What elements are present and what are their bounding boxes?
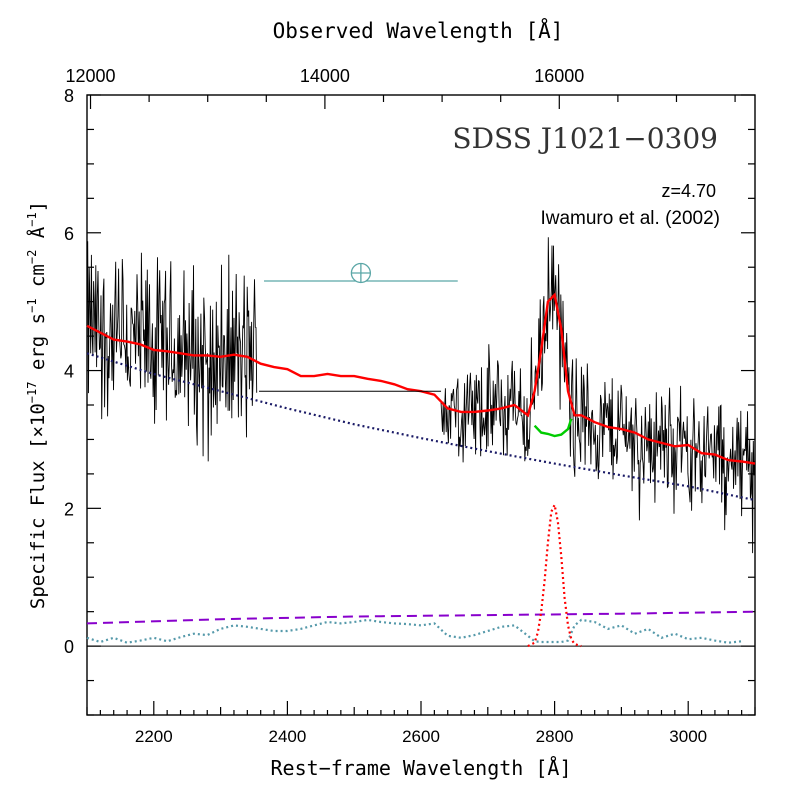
x-tick-labels: 2200 2400 2600 2800 3000	[135, 727, 707, 746]
y-tick-labels: 0 2 4 6 8	[64, 86, 74, 657]
top-tick-label: 16000	[534, 66, 584, 86]
axis-ticks	[86, 94, 756, 716]
observed-spectrum-segment-1	[440, 237, 756, 554]
x-tick-label: 3000	[669, 727, 707, 746]
chart-title: SDSS J1021−0309	[452, 122, 718, 155]
power-law-continuum	[86, 352, 756, 502]
atmospheric-gap	[259, 262, 458, 392]
continuum-under-line	[533, 418, 573, 438]
top-tick-label: 14000	[300, 66, 350, 86]
x-tick-label: 2400	[268, 727, 306, 746]
model-fit-line	[86, 292, 756, 465]
x-tick-label: 2800	[536, 727, 574, 746]
observed-spectrum-segment-0	[86, 241, 258, 462]
top-tick-label: 12000	[65, 66, 115, 86]
x-tick-label: 2200	[135, 727, 173, 746]
y-axis-label: Specific Flux [×10−17 erg s−1 cm−2 Å−1]	[25, 201, 49, 609]
mgii-emission-line	[527, 501, 582, 648]
balmer-continuum	[86, 610, 756, 625]
series-layer	[86, 237, 756, 648]
top-tick-labels: 12000 14000 16000	[65, 66, 584, 86]
y-tick-label: 4	[64, 362, 74, 382]
x-tick-label: 2600	[402, 727, 440, 746]
y-tick-label: 6	[64, 224, 74, 244]
y-tick-label: 2	[64, 499, 74, 519]
x-axis-label: Rest−frame Wavelength [Å]	[270, 756, 571, 780]
redshift-label: z=4.70	[661, 181, 716, 201]
feii-template	[86, 618, 742, 644]
reference-label: Iwamuro et al. (2002)	[540, 208, 720, 229]
y-tick-label: 0	[64, 637, 74, 657]
y-tick-label: 8	[64, 86, 74, 106]
plot-frame	[86, 94, 756, 716]
top-axis-title: Observed Wavelength [Å]	[273, 17, 564, 43]
